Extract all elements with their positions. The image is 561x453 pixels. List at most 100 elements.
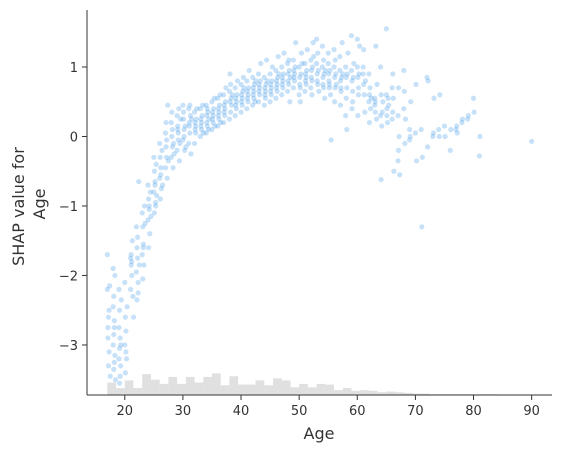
data-point — [147, 189, 153, 195]
histogram-bar — [211, 373, 221, 395]
data-point — [200, 130, 206, 136]
data-point — [344, 71, 350, 77]
data-point — [145, 182, 151, 188]
data-point — [136, 262, 142, 268]
data-point — [209, 116, 216, 122]
data-point — [233, 102, 239, 108]
data-point — [327, 67, 333, 74]
data-point — [169, 126, 176, 133]
data-point — [343, 74, 349, 81]
histogram-bar — [281, 380, 291, 395]
data-point — [122, 342, 128, 348]
data-point — [261, 102, 267, 108]
data-point — [197, 133, 203, 140]
data-point — [326, 71, 332, 77]
data-point — [374, 81, 380, 87]
data-point — [337, 53, 343, 60]
data-point — [268, 85, 274, 91]
data-point — [262, 95, 269, 101]
histogram-bar — [255, 380, 265, 395]
data-point — [362, 109, 368, 115]
data-point — [252, 99, 258, 105]
data-point — [118, 297, 124, 303]
data-point — [302, 60, 308, 67]
data-point — [104, 286, 110, 292]
data-point — [159, 182, 166, 188]
data-point — [268, 92, 274, 98]
data-point — [413, 158, 420, 164]
data-point — [338, 74, 345, 81]
data-point — [332, 74, 338, 81]
histogram-bar — [133, 388, 143, 395]
y-tick-label: 0 — [70, 130, 78, 145]
data-point — [315, 81, 321, 87]
data-point — [529, 138, 535, 144]
data-point — [366, 99, 372, 105]
data-point — [177, 140, 183, 147]
data-point — [296, 64, 302, 70]
data-point — [298, 71, 304, 77]
data-point — [309, 92, 315, 98]
data-point — [355, 113, 361, 119]
data-point — [280, 78, 286, 84]
data-point — [355, 92, 362, 98]
histogram-bar — [334, 390, 343, 395]
data-point — [308, 85, 314, 91]
data-point — [297, 74, 303, 81]
data-point — [262, 92, 268, 98]
data-point — [361, 81, 367, 87]
histogram-bar — [316, 383, 326, 395]
data-point — [116, 324, 122, 331]
data-point — [408, 99, 414, 105]
data-point — [187, 102, 193, 108]
data-point — [200, 102, 206, 108]
data-point — [118, 363, 124, 369]
data-point — [105, 335, 111, 341]
data-point — [118, 342, 124, 348]
x-tick-label: 80 — [465, 404, 482, 419]
data-point — [176, 158, 183, 164]
data-point — [319, 64, 326, 70]
data-point — [354, 36, 360, 42]
data-point — [314, 78, 320, 84]
data-point — [188, 151, 194, 157]
data-point — [344, 126, 350, 133]
data-point — [343, 113, 349, 119]
y-tick-label: −3 — [59, 339, 78, 354]
data-point — [233, 95, 239, 101]
data-point — [151, 189, 157, 195]
data-point — [273, 67, 279, 74]
data-point — [123, 356, 130, 362]
data-point — [250, 74, 256, 81]
data-point — [256, 88, 262, 94]
data-point — [326, 78, 332, 84]
data-point — [135, 279, 141, 286]
data-point — [297, 81, 303, 87]
data-point — [177, 116, 184, 122]
data-point — [333, 81, 339, 87]
data-point — [107, 283, 113, 289]
data-point — [159, 147, 165, 153]
data-point — [245, 92, 251, 98]
data-point — [165, 158, 171, 164]
data-point — [164, 175, 170, 181]
data-point — [203, 130, 209, 136]
data-point — [164, 137, 170, 143]
y-axis-title-line-1: SHAP value for — [9, 147, 28, 266]
data-point — [284, 88, 291, 94]
data-point — [174, 113, 180, 119]
data-point — [140, 276, 146, 282]
data-point — [320, 57, 327, 63]
data-point — [238, 109, 244, 115]
data-point — [110, 304, 116, 310]
data-point — [430, 130, 437, 136]
data-point — [251, 81, 257, 87]
histogram-bar — [116, 388, 125, 395]
data-point — [343, 64, 349, 70]
data-point — [104, 252, 110, 258]
data-point — [226, 116, 233, 122]
data-point — [211, 95, 217, 101]
data-point — [162, 165, 169, 171]
data-point — [395, 147, 402, 153]
